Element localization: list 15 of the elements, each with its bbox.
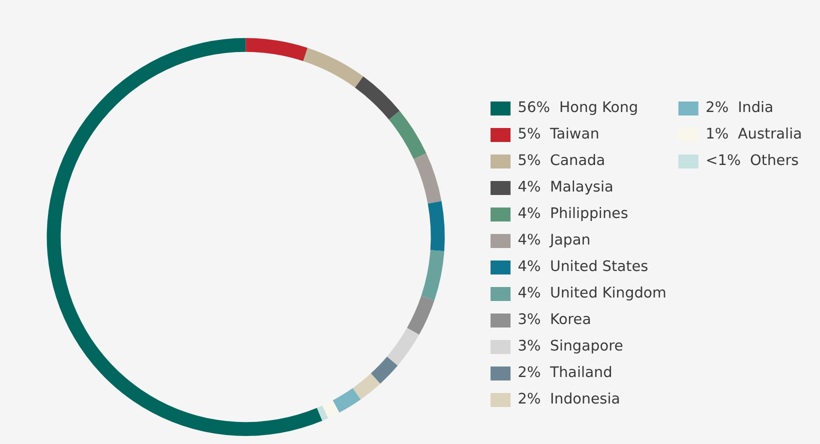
legend-label: 56% Hong Kong — [518, 100, 638, 116]
legend-label: 2% Indonesia — [518, 392, 620, 408]
legend-label: 5% Canada — [518, 153, 606, 170]
legend-label: 4% United Kingdom — [518, 286, 666, 302]
legend-label: <1% Others — [706, 153, 799, 170]
legend-label: 4% Philippines — [518, 206, 628, 222]
legend-label: 2% India — [706, 100, 774, 116]
legend-label: 1% Australia — [706, 126, 802, 143]
legend-label: 4% United States — [518, 259, 648, 276]
legend-label: 2% Thailand — [518, 365, 612, 382]
legend-label: 5% Taiwan — [518, 126, 600, 143]
legend-label: 3% Korea — [518, 312, 592, 328]
legend-label: 4% Malaysia — [518, 180, 614, 196]
legend-label: 3% Singapore — [518, 338, 624, 355]
legend-label: 4% Japan — [518, 232, 590, 249]
